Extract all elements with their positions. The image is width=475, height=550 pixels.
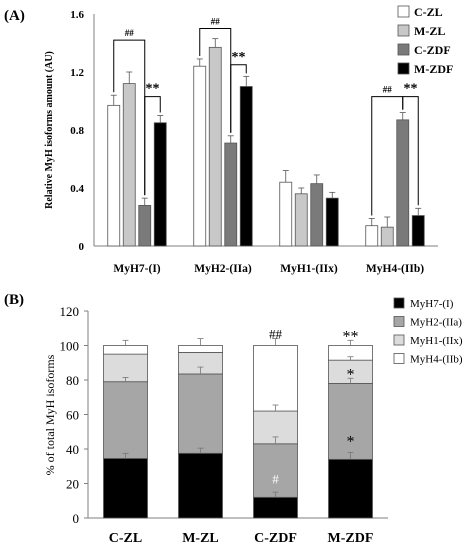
significance-bracket bbox=[230, 64, 247, 133]
x-tick-label-m-zdf: M-ZDF bbox=[328, 531, 374, 546]
legend-label-m-zdf: M-ZDF bbox=[414, 62, 453, 76]
panel-a: (A) Relative MyH isoforms amount (AU) 00… bbox=[4, 5, 453, 275]
significance-label: ## bbox=[125, 28, 135, 38]
panel-a-significance: ## ** ## ** ## ** bbox=[113, 17, 419, 216]
stack-myh4-iib-m-zl bbox=[178, 345, 223, 353]
stack-myh2-iia-c-zl bbox=[103, 381, 148, 459]
x-tick-label-myh1-iix: MyH1-(IIx) bbox=[280, 263, 338, 275]
significance-label: ** bbox=[232, 50, 246, 65]
bar-c-zl-myh4-iib bbox=[365, 225, 379, 247]
legend-swatch-myh1-iix bbox=[393, 334, 405, 346]
y-tick-label: 100 bbox=[60, 339, 80, 354]
y-tick-label: 1.6 bbox=[70, 9, 84, 21]
x-tick-label-myh2-iia: MyH2-(IIa) bbox=[194, 263, 252, 275]
bar-c-zdf-myh4-iib bbox=[396, 119, 410, 247]
y-tick-label: 0 bbox=[79, 241, 85, 253]
significance-label: ** bbox=[146, 82, 160, 97]
panel-a-label: (A) bbox=[4, 8, 25, 24]
stack-myh7-i-c-zdf bbox=[253, 496, 298, 519]
y-tick-label: 0.8 bbox=[70, 125, 84, 137]
x-tick-label-c-zdf: C-ZDF bbox=[254, 531, 297, 546]
x-tick-label-m-zl: M-ZL bbox=[182, 531, 219, 546]
bar-m-zdf-myh7-i bbox=[153, 122, 167, 247]
bar-m-zdf-myh4-iib bbox=[411, 215, 425, 247]
stack-myh7-i-m-zl bbox=[178, 452, 223, 519]
panel-b-significance: ## ***#* bbox=[269, 326, 359, 486]
stack-myh7-i-m-zdf bbox=[328, 458, 373, 519]
bar-m-zl-myh4-iib bbox=[380, 226, 394, 247]
y-tick-label: 60 bbox=[66, 408, 79, 423]
panel-b-label: (B) bbox=[4, 292, 24, 308]
legend-swatch-myh2-iia bbox=[393, 316, 405, 327]
bar-m-zl-myh7-i bbox=[122, 83, 136, 247]
legend-swatch-c-zl bbox=[397, 5, 410, 18]
y-tick-label: 20 bbox=[66, 477, 79, 492]
y-tick-label: 1.2 bbox=[70, 67, 84, 79]
legend-label-c-zdf: C-ZDF bbox=[414, 43, 451, 57]
legend-label-myh1-iix: MyH1-(IIx) bbox=[410, 335, 463, 347]
stack-myh2-iia-c-zdf bbox=[253, 443, 298, 498]
panel-b-x-labels: C-ZL M-ZL C-ZDF M-ZDF bbox=[109, 531, 374, 546]
bar-m-zdf-myh1-iix bbox=[325, 197, 339, 247]
panel-b: (B) % of total MyH isoforms 0 20 40 60 80 100… bbox=[4, 292, 463, 546]
legend-label-myh2-iia: MyH2-(IIa) bbox=[410, 317, 462, 329]
bar-m-zdf-myh2-iia bbox=[239, 86, 253, 247]
bar-m-zl-myh2-iia bbox=[208, 46, 222, 247]
significance-label: ** bbox=[343, 328, 359, 345]
panel-a-bars bbox=[107, 38, 425, 247]
bar-c-zdf-myh1-iix bbox=[310, 183, 324, 247]
panel-a-x-labels: MyH7-(I) MyH2-(IIa) MyH1-(IIx) MyH4-(IIb) bbox=[113, 263, 424, 275]
stack-myh2-iia-m-zl bbox=[178, 373, 223, 454]
legend-swatch-m-zl bbox=[397, 24, 410, 37]
y-tick-label: 0.4 bbox=[70, 183, 84, 195]
x-tick-label-c-zl: C-ZL bbox=[109, 531, 142, 546]
legend-label-myh7-i: MyH7-(I) bbox=[410, 298, 454, 310]
panel-b-legend: MyH7-(I) MyH2-(IIa) MyH1-(IIx) MyH4-(IIb) bbox=[393, 297, 463, 366]
panel-a-y-ticks: 0 0.4 0.8 1.2 1.6 bbox=[70, 9, 438, 253]
y-tick-label: 40 bbox=[66, 442, 79, 457]
legend-swatch-m-zdf bbox=[397, 62, 410, 75]
y-tick-label: 0 bbox=[73, 511, 80, 526]
legend-swatch-myh4-iib bbox=[393, 353, 405, 364]
bar-c-zl-myh1-iix bbox=[279, 181, 293, 247]
significance-bracket bbox=[144, 96, 161, 196]
panel-b-bars bbox=[103, 338, 373, 519]
y-tick-label: 120 bbox=[60, 304, 80, 319]
panel-a-y-axis-label: Relative MyH isoforms amount (AU) bbox=[44, 51, 55, 209]
bar-c-zdf-myh7-i bbox=[138, 204, 152, 247]
x-tick-label-myh7-i: MyH7-(I) bbox=[113, 263, 160, 275]
legend-label-myh4-iib: MyH4-(IIb) bbox=[410, 354, 463, 366]
significance-label: * bbox=[347, 366, 355, 383]
significance-label: ## bbox=[269, 326, 283, 341]
significance-bracket bbox=[402, 96, 419, 206]
significance-label: # bbox=[272, 471, 279, 486]
panel-a-legend: C-ZL M-ZL C-ZDF M-ZDF bbox=[397, 5, 453, 76]
legend-label-m-zl: M-ZL bbox=[414, 24, 445, 38]
bar-c-zl-myh7-i bbox=[107, 104, 121, 247]
stack-myh2-iia-m-zdf bbox=[328, 383, 373, 460]
panel-b-y-axis-label: % of total MyH isoforms bbox=[43, 354, 57, 475]
significance-label: * bbox=[347, 434, 355, 451]
significance-label: ## bbox=[211, 17, 221, 27]
stack-myh7-i-c-zl bbox=[103, 458, 148, 519]
legend-swatch-c-zdf bbox=[397, 43, 410, 56]
bar-c-zdf-myh2-iia bbox=[224, 142, 238, 247]
bar-c-zl-myh2-iia bbox=[193, 65, 207, 247]
x-tick-label-myh4-iib: MyH4-(IIb) bbox=[366, 263, 424, 275]
significance-label: ## bbox=[383, 85, 393, 95]
legend-swatch-myh7-i bbox=[393, 297, 405, 309]
significance-label: ** bbox=[404, 82, 418, 97]
legend-label-c-zl: C-ZL bbox=[414, 5, 443, 19]
stack-myh4-iib-c-zl bbox=[103, 345, 148, 355]
bar-m-zl-myh1-iix bbox=[294, 193, 308, 247]
y-tick-label: 80 bbox=[66, 373, 79, 388]
stack-myh4-iib-c-zdf bbox=[253, 345, 298, 412]
